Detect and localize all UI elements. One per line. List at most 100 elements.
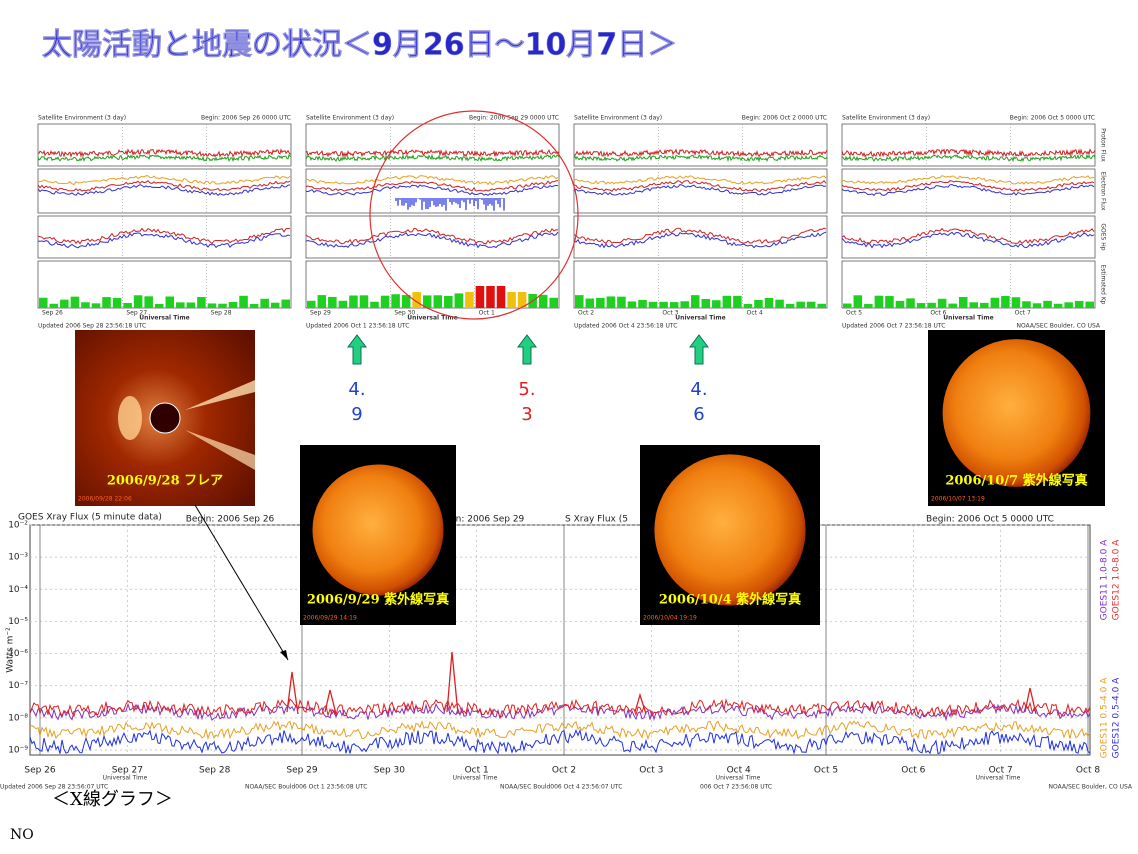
kp-bar [712, 300, 721, 308]
kp-bar [864, 303, 873, 308]
plot-frame [841, 215, 1096, 259]
x-axis-label: Universal Time [675, 315, 725, 322]
flare-spike [1024, 687, 1037, 715]
quake-arrow [517, 334, 537, 365]
x-tick-label: Oct 5 [846, 310, 862, 317]
kp-bar [843, 303, 852, 308]
kp-bar [144, 296, 153, 308]
x-axis-label: Universal Time [103, 775, 148, 782]
x-tick-label: Oct 7 [989, 766, 1013, 776]
xray-footer: NOAA/SEC Bould006 Oct 4 23:56:07 UTC [500, 784, 622, 791]
kp-bar [422, 295, 432, 308]
kp-bar [969, 302, 979, 308]
legend-entry: GOES11 1.0-8.0 A [1100, 539, 1110, 621]
x-tick-label: Oct 4 [727, 766, 751, 776]
kp-bar [207, 303, 217, 308]
kp-bar [70, 296, 80, 308]
kp-bar [91, 303, 101, 308]
xray-begin: Begin: 2006 Sep 29 [436, 515, 525, 525]
flare-spike [286, 671, 299, 715]
kp-bar [701, 298, 711, 308]
legend-entry: GOES11 0.5-4.0 A [1100, 677, 1110, 759]
kp-bar [585, 298, 595, 308]
xray-footer: 006 Oct 7 23:56:08 UTC [700, 784, 772, 791]
quake-magnitude: 4. [690, 379, 707, 400]
side-label: Proton Flux [1100, 128, 1107, 162]
photo-caption: 2006/10/4 紫外線写真 [659, 592, 801, 608]
kp-bar [538, 294, 548, 308]
plot-frame [573, 260, 828, 309]
kp-bar [669, 302, 679, 308]
kp-bar [228, 301, 238, 308]
kp-bar [317, 295, 327, 308]
kp-bar [895, 300, 905, 308]
kp-bar [39, 297, 48, 308]
photo-stamp: 2006/10/07 13:19 [931, 496, 985, 503]
plot-frame [573, 123, 828, 167]
x-tick-label: Oct 7 [1015, 310, 1031, 317]
photo-stamp: 2006/09/29 14:19 [303, 615, 357, 622]
x-tick-label: Oct 4 [747, 310, 763, 317]
photo-caption: 2006/9/28 フレア [107, 474, 223, 489]
kp-bar [853, 295, 863, 308]
kp-bar [874, 295, 884, 308]
plot-trace [573, 154, 828, 163]
side-label: GOES Hp [1100, 223, 1107, 250]
panel-title: Satellite Environment (3 day) [306, 115, 394, 122]
photo-caption: 2006/10/7 紫外線写真 [945, 473, 1087, 489]
corona-streak [185, 430, 255, 470]
plot-trace [573, 175, 827, 185]
kp-bar [260, 298, 269, 308]
plot-trace [841, 148, 1096, 158]
kp-bar [475, 286, 485, 308]
plot-trace [37, 148, 292, 159]
graph-caption: ＜X線グラフ＞ [52, 789, 173, 810]
y-tick-label: 10⁻³ [8, 553, 28, 563]
kp-bar [102, 297, 111, 308]
kp-bar [391, 294, 400, 308]
kp-bar [596, 297, 605, 308]
kp-bar [937, 298, 947, 308]
plot-trace [573, 184, 827, 196]
kp-bar [380, 295, 390, 308]
x-axis-label: Universal Time [407, 315, 457, 322]
x-tick-label: Sep 29 [286, 766, 318, 776]
kp-bar [186, 302, 196, 308]
kp-bar [648, 301, 658, 308]
slide-title: 太陽活動と地震の状況＜9月26日～10月7日＞ [42, 28, 677, 63]
flare-spike [324, 689, 337, 715]
kp-bar [743, 303, 753, 308]
plot-trace [29, 702, 1091, 722]
plot-frame [37, 260, 292, 309]
plot-trace [305, 184, 559, 197]
kp-bar [764, 298, 774, 308]
xray-title: GOES Xray Flux (5 minute data) [18, 513, 162, 523]
plot-frame [841, 168, 1096, 214]
kp-bar [239, 295, 248, 308]
plot-trace [305, 175, 559, 186]
kp-bar [112, 298, 122, 308]
x-tick-label: Sep 26 [24, 766, 56, 776]
y-tick-label: 10⁻⁵ [8, 617, 28, 627]
x-tick-label: Sep 30 [394, 310, 415, 317]
kp-bar [1074, 300, 1084, 308]
kp-bar [218, 303, 227, 308]
plot-trace [573, 227, 827, 245]
plot-trace [305, 231, 559, 249]
x-tick-label: Sep 28 [199, 766, 231, 776]
plot-frame [37, 168, 292, 214]
kp-bar [958, 297, 968, 308]
kp-bar [980, 302, 989, 308]
plot-frame [305, 260, 560, 309]
plot-trace [37, 184, 291, 197]
plot-frame [37, 123, 292, 167]
legend-entry: GOES12 0.5-4.0 A [1112, 677, 1122, 759]
x-tick-label: Oct 6 [901, 766, 925, 776]
kp-bar [1064, 302, 1073, 308]
plot-trace [573, 231, 827, 249]
panel-footer: Updated 2006 Oct 4 23:56:18 UTC [574, 323, 677, 330]
highlight-circle [369, 110, 579, 320]
kp-bar [785, 303, 795, 308]
plot-trace [29, 719, 1091, 741]
